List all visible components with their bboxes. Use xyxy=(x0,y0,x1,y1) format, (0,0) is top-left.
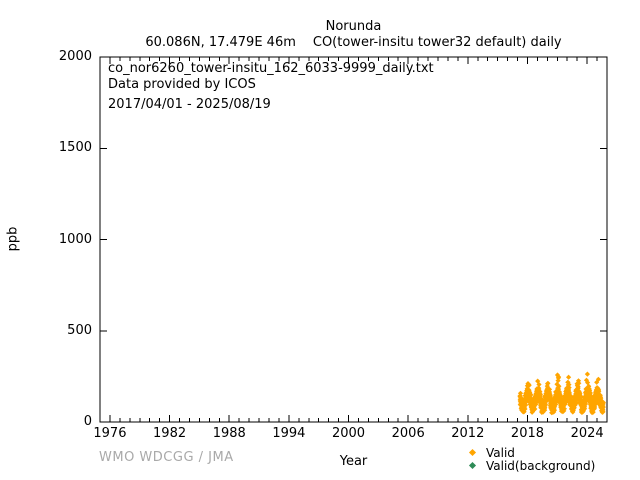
x-tick-label: 1976 xyxy=(93,426,127,441)
y-tick-label: 2000 xyxy=(58,49,92,64)
valid-background-marker-icon xyxy=(468,461,477,470)
station-coordinates: 60.086N, 17.479E 46m xyxy=(145,35,296,50)
annotation-period: 2017/04/01 - 2025/08/19 xyxy=(108,97,271,112)
x-tick-label: 1982 xyxy=(153,426,187,441)
legend-item-valid-background: Valid(background) xyxy=(468,458,596,473)
valid-marker-icon xyxy=(468,448,477,457)
x-tick-label: 2018 xyxy=(510,426,545,441)
series-descriptor: CO(tower-insitu tower32 default) daily xyxy=(312,35,562,50)
x-axis-label: Year xyxy=(339,454,368,469)
chart-subtitle: 60.086N, 17.479E 46m CO(tower-insitu towe… xyxy=(100,35,607,50)
plot-border xyxy=(99,56,608,423)
annotation-filename: co_nor6260_tower-insitu_162_6033-9999_da… xyxy=(108,61,434,76)
y-tick-label: 500 xyxy=(67,322,92,338)
legend-label-valid: Valid xyxy=(486,445,515,460)
y-tick-label: 0 xyxy=(83,414,92,429)
x-tick-label: 2024 xyxy=(570,426,604,441)
x-tick-label: 2006 xyxy=(391,426,425,441)
watermark: WMO WDCGG / JMA xyxy=(99,450,234,465)
chart-title: Norunda xyxy=(325,19,382,34)
y-tick-label: 1500 xyxy=(58,140,92,156)
valid-data-points xyxy=(517,371,606,416)
x-tick-label: 1994 xyxy=(272,426,306,441)
annotation-provider: Data provided by ICOS xyxy=(108,77,256,92)
legend: Valid Valid(background) xyxy=(468,445,596,473)
legend-item-valid: Valid xyxy=(468,445,595,460)
x-tick-label: 2012 xyxy=(451,426,485,441)
x-tick-label: 1988 xyxy=(212,426,246,441)
legend-label-valid-background: Valid(background) xyxy=(486,458,596,473)
y-axis-label: ppb xyxy=(5,226,21,252)
x-tick-label: 2000 xyxy=(331,426,366,441)
y-tick-label: 1000 xyxy=(58,231,92,247)
